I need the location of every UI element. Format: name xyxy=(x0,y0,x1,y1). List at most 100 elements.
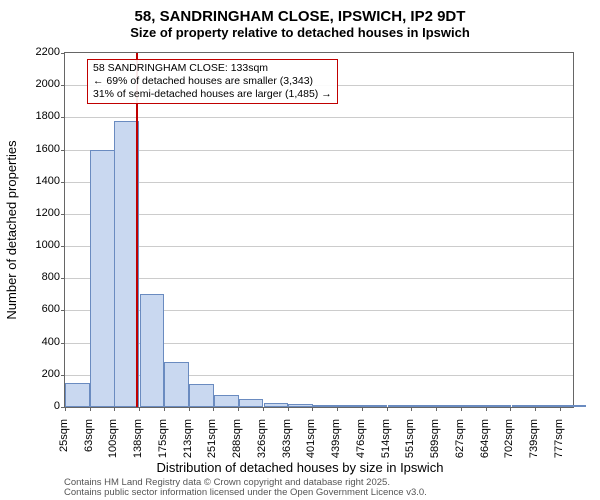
ytick-mark xyxy=(61,343,65,344)
xtick-mark xyxy=(337,407,338,411)
histogram-bar xyxy=(313,405,338,407)
xtick-label: 476sqm xyxy=(355,419,367,469)
histogram-bar xyxy=(65,383,90,407)
ytick-label: 2200 xyxy=(26,46,60,58)
xtick-label: 175sqm xyxy=(157,419,169,469)
histogram-bar xyxy=(90,150,115,407)
gridline xyxy=(65,278,573,279)
xtick-mark xyxy=(65,407,66,411)
ytick-label: 1800 xyxy=(26,110,60,122)
xtick-label: 25sqm xyxy=(58,419,70,469)
ytick-label: 600 xyxy=(26,303,60,315)
y-axis-label: Number of detached properties xyxy=(4,140,19,319)
xtick-mark xyxy=(510,407,511,411)
gridline xyxy=(65,117,573,118)
ytick-mark xyxy=(61,53,65,54)
plot-area: 58 SANDRINGHAM CLOSE: 133sqm← 69% of det… xyxy=(64,52,574,408)
ytick-mark xyxy=(61,117,65,118)
ytick-mark xyxy=(61,85,65,86)
xtick-label: 439sqm xyxy=(330,419,342,469)
chart-footer: Contains HM Land Registry data © Crown c… xyxy=(64,478,427,499)
xtick-mark xyxy=(535,407,536,411)
ytick-mark xyxy=(61,182,65,183)
xtick-label: 664sqm xyxy=(479,419,491,469)
xtick-mark xyxy=(461,407,462,411)
histogram-bar xyxy=(412,405,437,407)
xtick-label: 138sqm xyxy=(132,419,144,469)
xtick-label: 739sqm xyxy=(528,419,540,469)
histogram-bar xyxy=(561,405,586,407)
xtick-label: 326sqm xyxy=(256,419,268,469)
xtick-label: 551sqm xyxy=(404,419,416,469)
gridline xyxy=(65,214,573,215)
ytick-label: 1400 xyxy=(26,175,60,187)
ytick-label: 200 xyxy=(26,368,60,380)
property-size-chart: 58, SANDRINGHAM CLOSE, IPSWICH, IP2 9DT … xyxy=(0,0,600,500)
xtick-mark xyxy=(189,407,190,411)
annotation-box: 58 SANDRINGHAM CLOSE: 133sqm← 69% of det… xyxy=(87,59,338,104)
annotation-line: ← 69% of detached houses are smaller (3,… xyxy=(93,75,332,88)
xtick-mark xyxy=(560,407,561,411)
xtick-label: 589sqm xyxy=(429,419,441,469)
footer-line2: Contains public sector information licen… xyxy=(64,488,427,498)
ytick-label: 1200 xyxy=(26,207,60,219)
xtick-label: 63sqm xyxy=(83,419,95,469)
histogram-bar xyxy=(338,405,363,407)
histogram-bar xyxy=(189,384,214,407)
xtick-label: 288sqm xyxy=(231,419,243,469)
histogram-bar xyxy=(288,404,313,407)
xtick-label: 777sqm xyxy=(553,419,565,469)
xtick-mark xyxy=(164,407,165,411)
gridline xyxy=(65,150,573,151)
property-marker-line xyxy=(136,53,138,407)
gridline xyxy=(65,246,573,247)
gridline xyxy=(65,182,573,183)
ytick-label: 1000 xyxy=(26,239,60,251)
histogram-bar xyxy=(487,405,512,407)
ytick-label: 0 xyxy=(26,400,60,412)
ytick-mark xyxy=(61,150,65,151)
histogram-bar xyxy=(239,399,264,407)
xtick-mark xyxy=(263,407,264,411)
ytick-label: 2000 xyxy=(26,78,60,90)
chart-title-main: 58, SANDRINGHAM CLOSE, IPSWICH, IP2 9DT xyxy=(0,0,600,25)
histogram-bar xyxy=(164,362,189,407)
xtick-label: 514sqm xyxy=(380,419,392,469)
histogram-bar xyxy=(536,405,561,407)
annotation-line: 31% of semi-detached houses are larger (… xyxy=(93,88,332,101)
xtick-mark xyxy=(288,407,289,411)
xtick-mark xyxy=(387,407,388,411)
annotation-line: 58 SANDRINGHAM CLOSE: 133sqm xyxy=(93,62,332,75)
xtick-mark xyxy=(213,407,214,411)
ytick-mark xyxy=(61,278,65,279)
xtick-label: 401sqm xyxy=(305,419,317,469)
xtick-mark xyxy=(90,407,91,411)
ytick-mark xyxy=(61,310,65,311)
xtick-mark xyxy=(436,407,437,411)
histogram-bar xyxy=(140,294,165,407)
histogram-bar xyxy=(512,405,537,407)
xtick-mark xyxy=(411,407,412,411)
ytick-mark xyxy=(61,246,65,247)
xtick-mark xyxy=(139,407,140,411)
xtick-label: 363sqm xyxy=(281,419,293,469)
ytick-label: 1600 xyxy=(26,143,60,155)
xtick-label: 213sqm xyxy=(182,419,194,469)
histogram-bar xyxy=(462,405,487,407)
histogram-bar xyxy=(388,405,413,407)
xtick-label: 702sqm xyxy=(503,419,515,469)
xtick-label: 251sqm xyxy=(206,419,218,469)
histogram-bar xyxy=(264,403,289,407)
xtick-mark xyxy=(486,407,487,411)
histogram-bar xyxy=(214,395,239,407)
ytick-label: 400 xyxy=(26,336,60,348)
xtick-mark xyxy=(312,407,313,411)
xtick-label: 100sqm xyxy=(107,419,119,469)
xtick-mark xyxy=(238,407,239,411)
xtick-mark xyxy=(362,407,363,411)
xtick-mark xyxy=(114,407,115,411)
chart-title-sub: Size of property relative to detached ho… xyxy=(0,25,600,40)
histogram-bar xyxy=(363,405,388,407)
histogram-bar xyxy=(437,405,462,407)
ytick-label: 800 xyxy=(26,271,60,283)
